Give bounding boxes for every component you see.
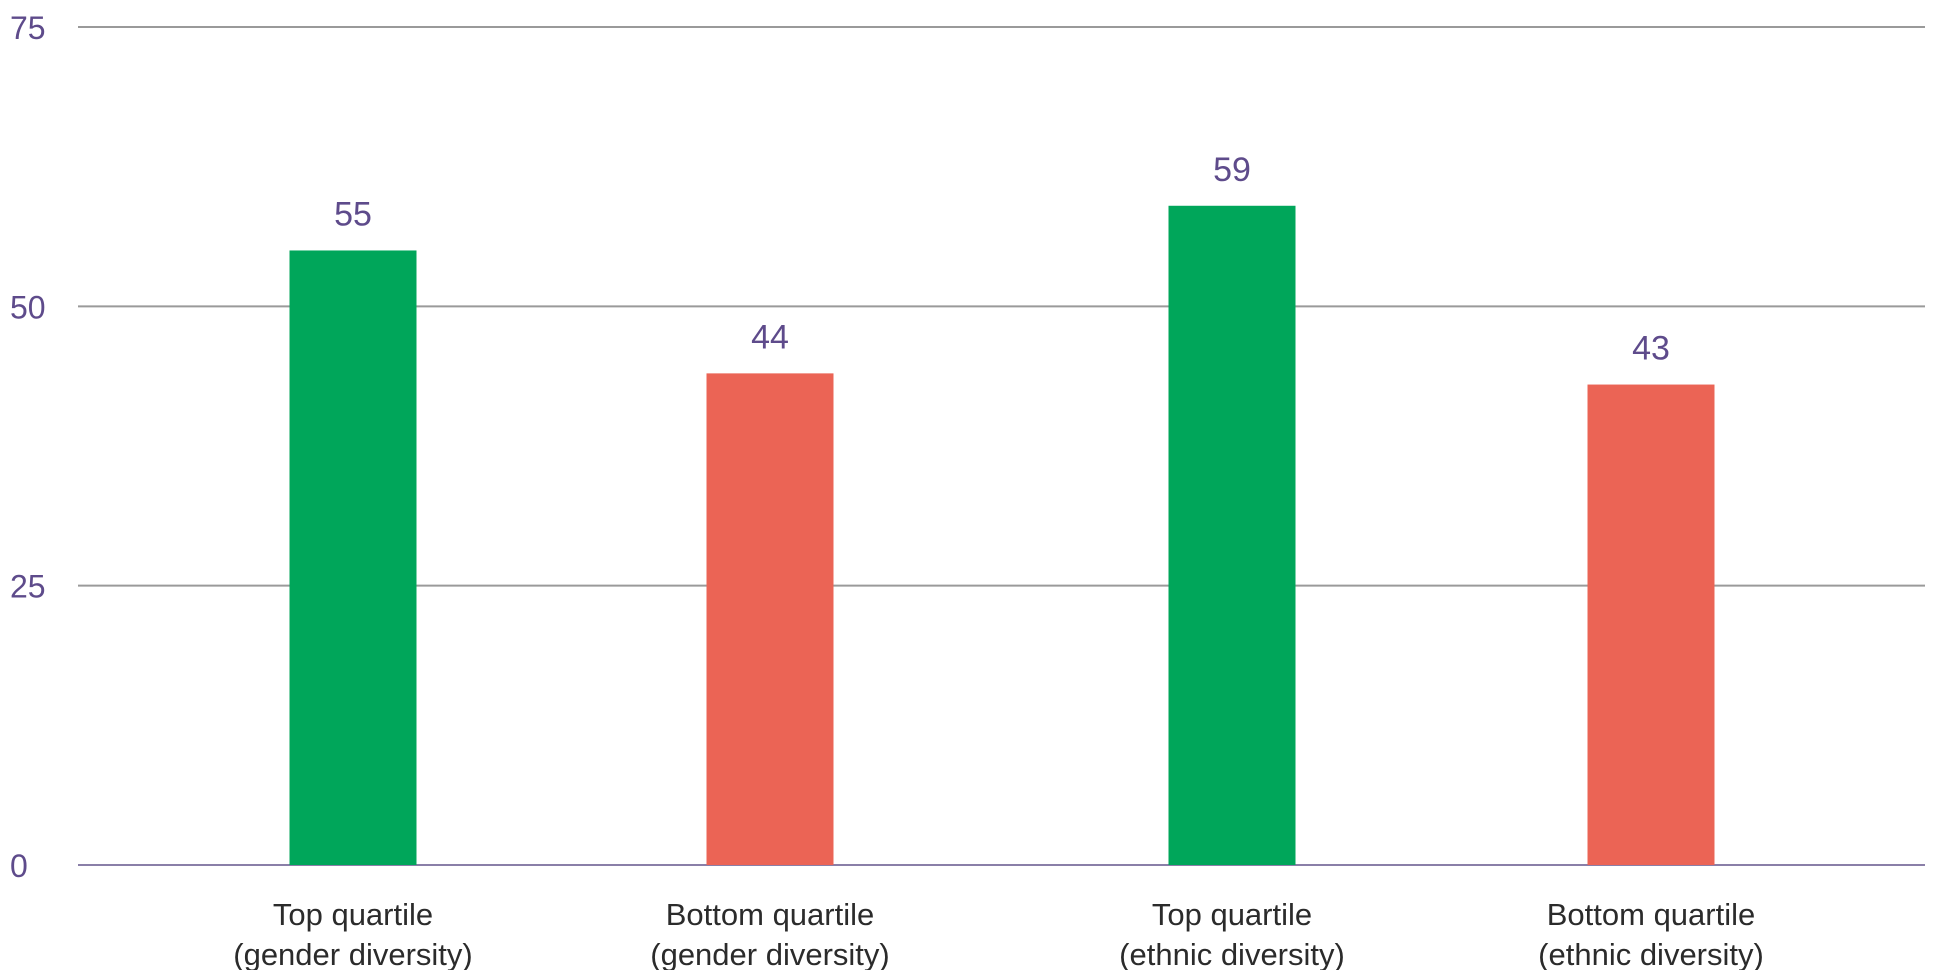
y-tick-label: 0: [10, 848, 28, 884]
category-label: Bottom quartile: [666, 897, 875, 932]
category-label: Bottom quartile: [1547, 897, 1756, 932]
data-label: 43: [1632, 330, 1670, 368]
bar: [289, 250, 417, 865]
bars: [289, 205, 1715, 866]
data-label: 59: [1213, 151, 1251, 189]
data-label: 44: [751, 318, 789, 356]
y-axis-ticks: 0 25 50 75: [10, 10, 46, 884]
category-label: (ethnic diversity): [1119, 937, 1345, 970]
y-tick-label: 25: [10, 569, 46, 605]
bar: [1587, 384, 1715, 865]
bar: [1168, 205, 1296, 866]
y-tick-label: 75: [10, 10, 46, 46]
category-label: Top quartile: [273, 897, 433, 932]
data-label: 55: [334, 195, 372, 233]
category-label: (gender diversity): [233, 937, 472, 970]
category-label: (gender diversity): [650, 937, 889, 970]
x-axis-categories: Top quartile (gender diversity) Bottom qua…: [233, 897, 1764, 970]
category-label: (ethnic diversity): [1538, 937, 1764, 970]
bar: [706, 373, 834, 865]
category-label: Top quartile: [1152, 897, 1312, 932]
y-tick-label: 50: [10, 289, 46, 325]
data-labels: 55 44 59 43: [334, 151, 1670, 368]
